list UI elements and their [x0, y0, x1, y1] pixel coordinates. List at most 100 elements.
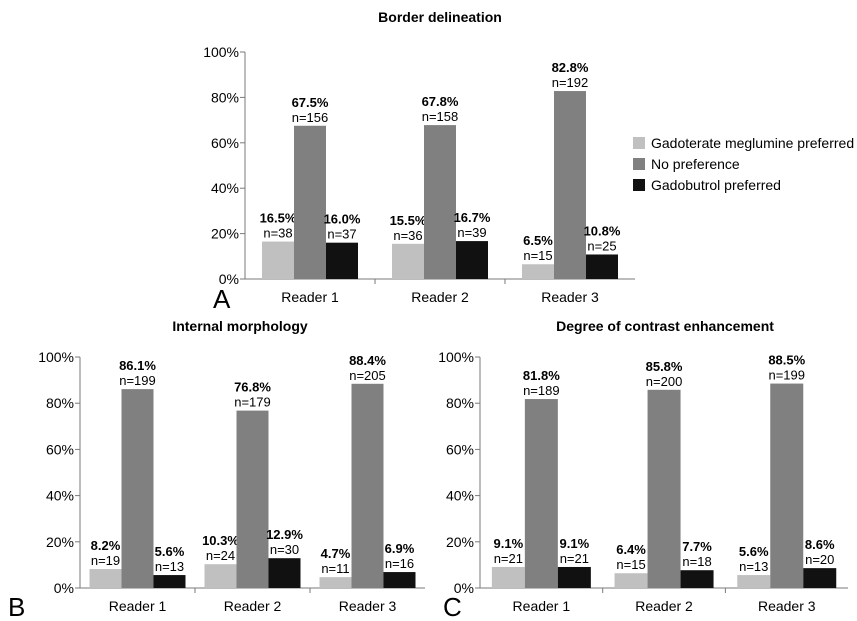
bar-count-label: n=15	[523, 248, 552, 263]
bar-count-label: n=15	[616, 557, 645, 572]
legend-label: Gadobutrol preferred	[651, 177, 781, 193]
bar-count-label: n=192	[552, 75, 589, 90]
bar-percent-label: 6.4%	[616, 542, 646, 557]
bar	[614, 573, 648, 588]
legend: Gadoterate meglumine preferred No prefere…	[633, 135, 854, 193]
panel-letter: B	[8, 592, 25, 621]
bar-count-label: n=38	[263, 226, 292, 241]
bar	[522, 264, 554, 279]
bar-count-label: n=156	[292, 110, 329, 125]
x-category-label: Reader 3	[758, 598, 816, 614]
bar-percent-label: 88.4%	[349, 353, 386, 368]
legend-swatch	[633, 179, 645, 191]
bar	[236, 410, 269, 588]
bar-count-label: n=19	[91, 553, 120, 568]
bar-percent-label: 82.8%	[552, 60, 589, 75]
x-category-label: Reader 1	[109, 598, 167, 614]
bar-percent-label: 67.8%	[422, 94, 459, 109]
bar	[319, 577, 352, 588]
legend-label: Gadoterate meglumine preferred	[651, 135, 854, 151]
bar-percent-label: 16.0%	[324, 212, 361, 227]
bar-count-label: n=205	[349, 368, 386, 383]
bar-count-label: n=199	[768, 368, 805, 383]
chart-title: Internal morphology	[172, 318, 308, 334]
panel-letter: A	[213, 284, 231, 314]
y-tick-label: 0%	[54, 580, 74, 596]
bar-percent-label: 8.6%	[805, 537, 835, 552]
bar	[262, 241, 294, 279]
legend-swatch	[633, 158, 645, 170]
bar	[586, 254, 618, 279]
y-tick-label: 80%	[211, 89, 239, 105]
bar-count-label: n=158	[422, 109, 459, 124]
y-tick-label: 80%	[46, 395, 74, 411]
bar	[392, 243, 424, 279]
bar	[268, 558, 301, 588]
bar-count-label: n=24	[206, 548, 235, 563]
x-category-label: Reader 1	[513, 598, 571, 614]
bar	[647, 389, 681, 588]
bar-percent-label: 67.5%	[292, 95, 329, 110]
bar	[456, 241, 488, 279]
bar	[524, 399, 558, 588]
bar	[326, 242, 358, 279]
bar	[770, 383, 804, 588]
y-tick-label: 40%	[211, 180, 239, 196]
y-tick-label: 40%	[446, 488, 474, 504]
bar-count-label: n=11	[321, 561, 349, 576]
bar-count-label: n=199	[119, 373, 156, 388]
y-tick-label: 60%	[46, 441, 74, 457]
chart-panel-a: Border delineation 0% 20% 40% 60% 80% 100% Read…	[203, 9, 854, 314]
bar-percent-label: 9.1%	[494, 536, 524, 551]
bar	[554, 91, 586, 279]
bar	[153, 575, 186, 588]
bar	[680, 570, 714, 588]
bar-percent-label: 4.7%	[321, 546, 351, 561]
x-category-label: Reader 3	[541, 289, 599, 305]
panel-letter: C	[443, 592, 462, 621]
bar-percent-label: 7.7%	[682, 539, 712, 554]
bar-percent-label: 10.3%	[202, 533, 239, 548]
bar	[557, 566, 591, 588]
x-category-label: Reader 2	[635, 598, 693, 614]
y-tick-label: 0%	[219, 271, 239, 287]
bar-count-label: n=36	[393, 228, 422, 243]
legend-label: No preference	[651, 156, 740, 172]
bar	[121, 389, 154, 588]
bar-percent-label: 86.1%	[119, 358, 156, 373]
bar	[294, 125, 326, 280]
bar-count-label: n=37	[327, 227, 356, 242]
y-tick-label: 20%	[46, 534, 74, 550]
chart-panel-c: Degree of contrast enhancement 0% 20% 40% 60…	[438, 318, 848, 621]
y-tick-label: 20%	[446, 534, 474, 550]
x-category-label: Reader 1	[281, 289, 339, 305]
bar-count-label: n=16	[385, 556, 414, 571]
bar	[803, 568, 837, 588]
y-tick-label: 100%	[438, 349, 474, 365]
bar-percent-label: 88.5%	[768, 353, 805, 368]
bar-count-label: n=189	[523, 383, 560, 398]
chart-title: Degree of contrast enhancement	[556, 318, 774, 334]
x-category-label: Reader 2	[224, 598, 282, 614]
bar-percent-label: 16.5%	[260, 211, 297, 226]
bar	[491, 566, 525, 588]
y-tick-label: 100%	[38, 349, 74, 365]
bar-count-label: n=21	[494, 551, 523, 566]
legend-swatch	[633, 137, 645, 149]
bar-count-label: n=179	[234, 395, 271, 410]
bar-percent-label: 6.9%	[385, 541, 415, 556]
y-tick-label: 60%	[211, 135, 239, 151]
bar-count-label: n=20	[805, 552, 834, 567]
bar-count-label: n=13	[155, 559, 184, 574]
bar-count-label: n=39	[457, 225, 486, 240]
bar-percent-label: 5.6%	[739, 544, 769, 559]
bar-count-label: n=13	[739, 559, 768, 574]
bar	[351, 383, 384, 588]
bar-count-label: n=200	[646, 374, 683, 389]
bar-percent-label: 85.8%	[646, 359, 683, 374]
bar-percent-label: 81.8%	[523, 368, 560, 383]
bar-count-label: n=30	[270, 542, 299, 557]
x-category-label: Reader 3	[339, 598, 397, 614]
bar	[383, 572, 416, 588]
